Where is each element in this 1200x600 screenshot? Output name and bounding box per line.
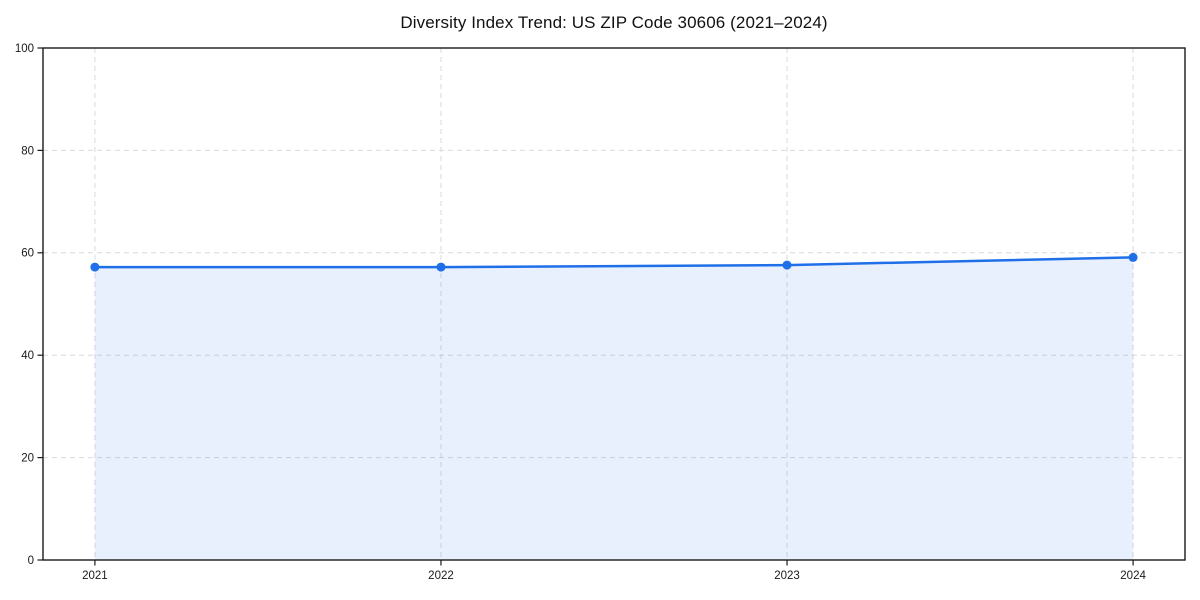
y-tick-label: 20 — [21, 453, 34, 465]
y-tick-label: 60 — [21, 248, 34, 260]
y-tick-label: 100 — [15, 43, 34, 55]
data-point — [782, 260, 792, 270]
y-tick-label: 0 — [28, 555, 34, 567]
x-tick-label: 2024 — [1120, 570, 1146, 582]
y-tick-label: 80 — [21, 145, 34, 157]
plot-area — [43, 48, 1185, 560]
y-tick-label: 40 — [21, 350, 34, 362]
data-point — [436, 262, 446, 272]
data-point — [90, 262, 100, 272]
trend-line — [93, 256, 1135, 269]
data-point — [1128, 252, 1138, 262]
x-tick-label: 2021 — [82, 570, 108, 582]
x-tick-label: 2023 — [774, 570, 800, 582]
x-tick-label: 2022 — [428, 570, 454, 582]
axes-frame — [42, 47, 1186, 561]
chart-title: Diversity Index Trend: US ZIP Code 30606… — [400, 13, 828, 32]
area-fill — [94, 257, 1134, 560]
